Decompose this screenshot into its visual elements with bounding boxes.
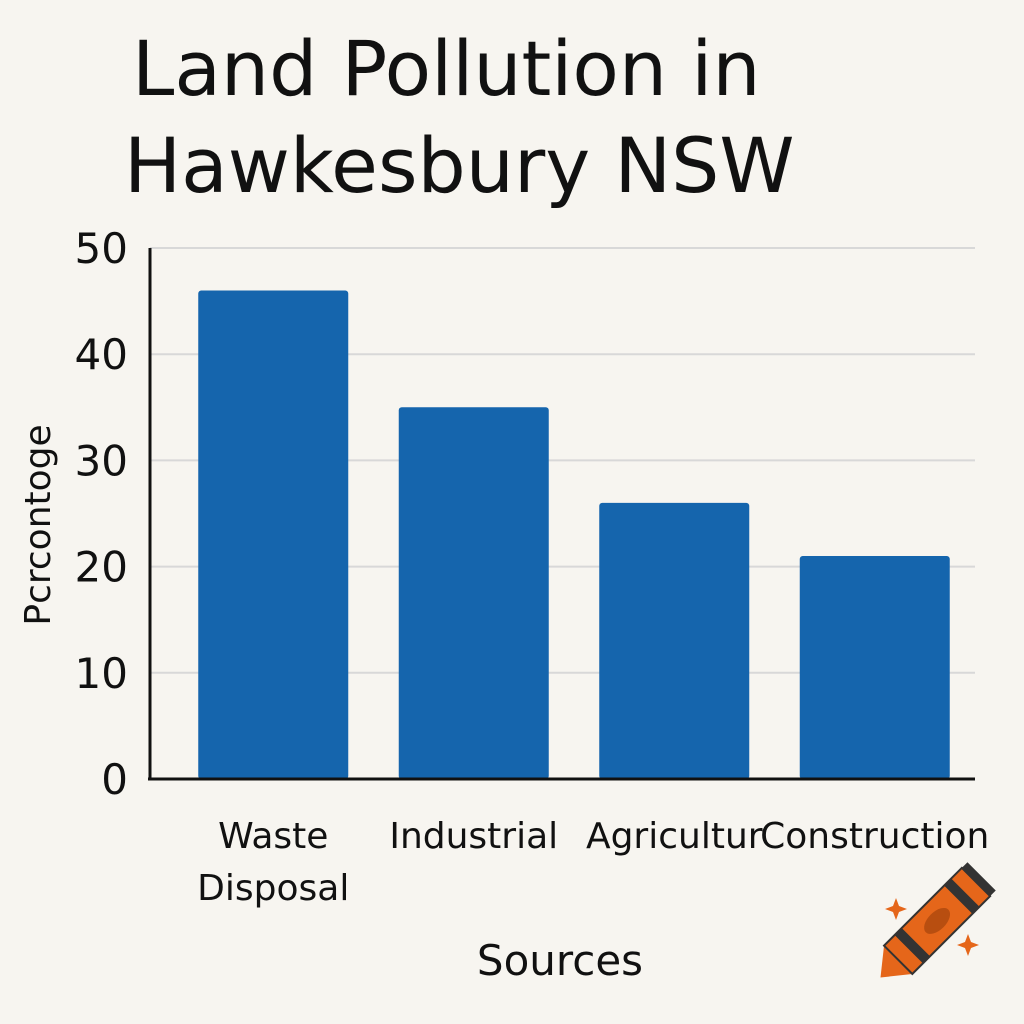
y-tick-label: 40 xyxy=(75,330,128,379)
bar xyxy=(198,290,349,779)
x-tick-label: Disposal xyxy=(197,868,349,909)
y-tick-label: 50 xyxy=(75,224,128,273)
y-tick-label: 20 xyxy=(75,543,128,592)
x-tick-label: Waste xyxy=(218,816,328,857)
sparkle-icon xyxy=(957,934,979,956)
x-tick-label: Industrial xyxy=(389,816,558,857)
axes xyxy=(148,248,975,781)
x-tick-labels: Waste Disposal Industrial AgriculturConstru… xyxy=(197,816,989,909)
bar xyxy=(799,555,950,779)
y-tick-labels: 0 10 20 30 40 50 xyxy=(75,224,128,804)
y-axis-title: Pcrcontoge xyxy=(18,424,59,625)
chart-title-line-2: Hawkesbury NSW xyxy=(124,121,795,210)
y-tick-label: 0 xyxy=(101,755,128,804)
bar xyxy=(398,407,549,779)
x-axis-title: Sources xyxy=(477,936,643,985)
bars xyxy=(198,290,950,779)
sparkle-icon xyxy=(885,898,907,920)
x-tick-label: Construction xyxy=(760,816,989,857)
crayon-icon xyxy=(880,862,996,978)
chart-title: Land Pollution in Hawkesbury NSW xyxy=(124,24,795,210)
bar xyxy=(599,502,750,779)
y-tick-label: 30 xyxy=(75,436,128,485)
y-tick-label: 10 xyxy=(75,649,128,698)
chart-title-line-1: Land Pollution in xyxy=(132,24,761,113)
x-tick-label: Agricultur xyxy=(586,816,763,857)
